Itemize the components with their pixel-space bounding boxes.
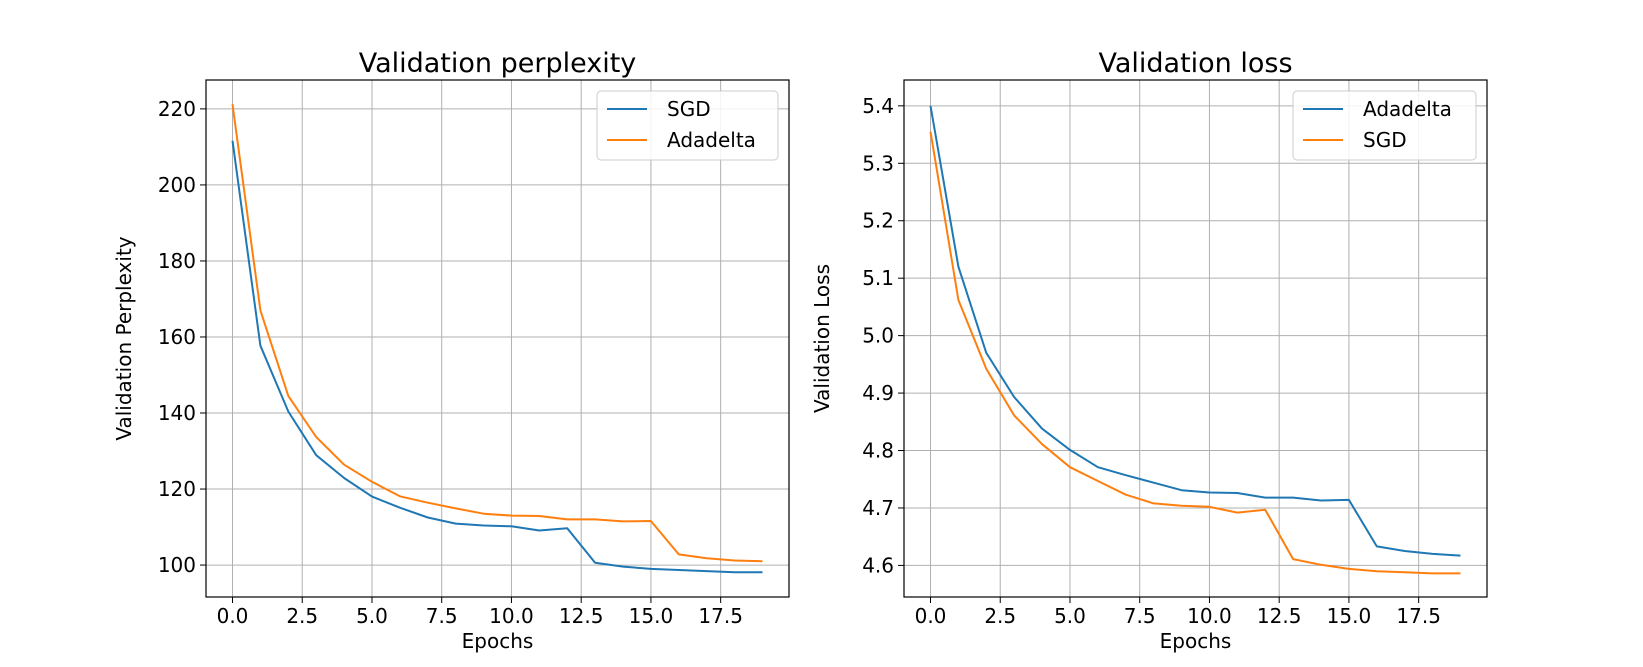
legend: Adadelta SGD xyxy=(1292,90,1477,161)
y-axis-title: Validation Perplexity xyxy=(112,236,136,440)
x-tick-label: 12.5 xyxy=(1257,604,1302,628)
series-line-adadelta xyxy=(929,105,1461,557)
x-tick-label: 17.5 xyxy=(698,604,743,628)
x-tick-label: 15.0 xyxy=(629,604,674,628)
x-tick-label: 2.5 xyxy=(984,604,1016,628)
y-tick-label: 160 xyxy=(158,325,196,349)
plot-area-frame xyxy=(205,79,790,598)
y-tick-label: 140 xyxy=(158,401,196,425)
perplexity-chart-panel: 0.0 2.5 5.0 7.5 10.0 12.5 15.0 17.5 100 120 140 160… xyxy=(112,48,790,653)
y-tick-label: 220 xyxy=(158,97,196,121)
x-tick-label: 12.5 xyxy=(559,604,604,628)
x-tick-label: 7.5 xyxy=(426,604,458,628)
series-line-sgd xyxy=(231,140,763,574)
y-tick-label: 180 xyxy=(158,249,196,273)
y-tick-label: 100 xyxy=(158,553,196,577)
x-tick-label: 2.5 xyxy=(286,604,318,628)
legend-label-sgd: SGD xyxy=(667,97,711,121)
loss-chart-panel: 0.0 2.5 5.0 7.5 10.0 12.5 15.0 17.5 4.6 4.7 4.8 4.9… xyxy=(810,48,1488,653)
y-tick-label: 5.4 xyxy=(862,94,894,118)
x-tick-label: 10.0 xyxy=(1187,604,1232,628)
x-tick-label: 5.0 xyxy=(356,604,388,628)
x-tick-label: 0.0 xyxy=(915,604,947,628)
x-axis-title: Epochs xyxy=(1160,629,1232,653)
x-tick-label: 10.0 xyxy=(489,604,534,628)
x-tick-label: 15.0 xyxy=(1327,604,1372,628)
x-tick-label: 17.5 xyxy=(1396,604,1441,628)
legend: SGD Adadelta xyxy=(596,90,779,161)
y-tick-label: 5.3 xyxy=(862,151,894,175)
y-tick-label: 4.7 xyxy=(862,496,894,520)
legend-label-sgd: SGD xyxy=(1363,128,1407,152)
legend-label-adadelta: Adadelta xyxy=(667,128,756,152)
y-tick-label: 4.6 xyxy=(862,553,894,577)
y-axis-title: Validation Loss xyxy=(810,264,834,413)
y-tick-label: 5.2 xyxy=(862,209,894,233)
plot-area-frame xyxy=(903,79,1488,598)
x-tick-label: 7.5 xyxy=(1124,604,1156,628)
y-tick-label: 5.1 xyxy=(862,266,894,290)
chart-title: Validation perplexity xyxy=(359,48,637,79)
y-tick-label: 4.8 xyxy=(862,439,894,463)
y-tick-label: 200 xyxy=(158,173,196,197)
y-tick-label: 5.0 xyxy=(862,324,894,348)
legend-label-adadelta: Adadelta xyxy=(1363,97,1452,121)
x-axis-title: Epochs xyxy=(462,629,534,653)
chart-title: Validation loss xyxy=(1098,48,1292,79)
y-tick-label: 4.9 xyxy=(862,381,894,405)
x-tick-label: 0.0 xyxy=(217,604,249,628)
y-tick-label: 120 xyxy=(158,477,196,501)
x-tick-label: 5.0 xyxy=(1054,604,1086,628)
series-line-sgd xyxy=(929,131,1461,575)
series-line-adadelta xyxy=(231,104,763,563)
